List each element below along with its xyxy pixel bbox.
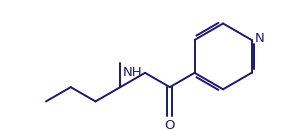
Text: NH: NH	[123, 66, 143, 79]
Text: N: N	[255, 32, 265, 45]
Text: O: O	[164, 119, 175, 131]
